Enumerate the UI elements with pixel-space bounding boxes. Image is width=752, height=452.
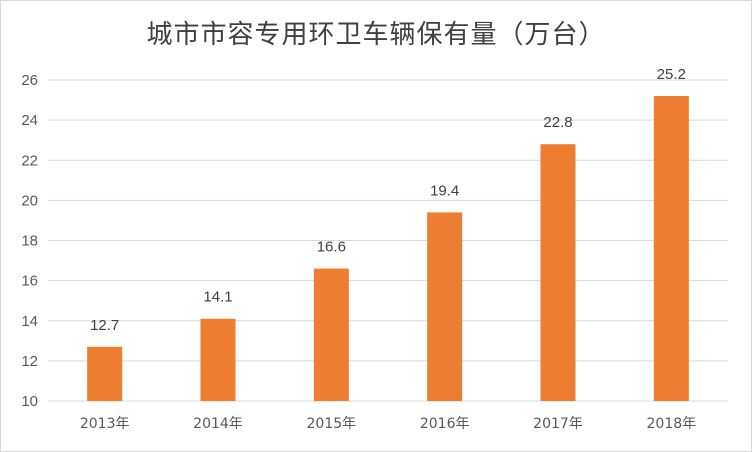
y-tick-label: 10 bbox=[21, 393, 38, 410]
bar bbox=[540, 144, 576, 401]
x-tick-label: 2015年 bbox=[307, 416, 357, 432]
y-tick-label: 18 bbox=[21, 233, 38, 250]
x-tick-label: 2017年 bbox=[533, 416, 583, 432]
y-tick-label: 12 bbox=[21, 353, 38, 370]
data-label: 25.2 bbox=[657, 66, 686, 83]
data-label: 19.4 bbox=[430, 182, 459, 199]
x-tick-label: 2013年 bbox=[80, 416, 130, 432]
bar bbox=[87, 346, 123, 401]
data-label: 16.6 bbox=[317, 239, 346, 256]
y-tick-label: 16 bbox=[21, 273, 38, 290]
x-axis: 2013年 2014年 2015年 2016年 2017年 2018年 bbox=[80, 416, 696, 432]
bar bbox=[427, 212, 463, 401]
bar bbox=[200, 318, 236, 401]
y-tick-label: 22 bbox=[21, 152, 38, 169]
x-tick-label: 2018年 bbox=[647, 416, 697, 432]
y-axis: 10 12 14 16 18 20 22 24 26 bbox=[21, 72, 38, 410]
y-tick-label: 20 bbox=[21, 192, 38, 209]
x-tick-label: 2014年 bbox=[193, 416, 243, 432]
bar bbox=[313, 268, 349, 401]
y-tick-label: 26 bbox=[21, 72, 38, 89]
bar bbox=[653, 96, 689, 402]
gridlines bbox=[48, 79, 728, 402]
data-label: 14.1 bbox=[203, 289, 232, 306]
bars bbox=[87, 96, 689, 402]
y-tick-label: 24 bbox=[21, 112, 38, 129]
x-tick-label: 2016年 bbox=[420, 416, 470, 432]
data-labels: 12.7 14.1 16.6 19.4 22.8 25.2 bbox=[90, 66, 686, 334]
data-label: 22.8 bbox=[543, 114, 572, 131]
y-tick-label: 14 bbox=[21, 313, 38, 330]
chart-title: 城市市容专用环卫车辆保有量（万台） bbox=[146, 20, 606, 50]
data-label: 12.7 bbox=[90, 317, 119, 334]
